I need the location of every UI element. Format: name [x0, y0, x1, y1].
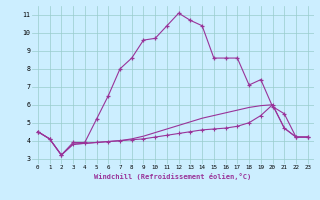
- X-axis label: Windchill (Refroidissement éolien,°C): Windchill (Refroidissement éolien,°C): [94, 173, 252, 180]
